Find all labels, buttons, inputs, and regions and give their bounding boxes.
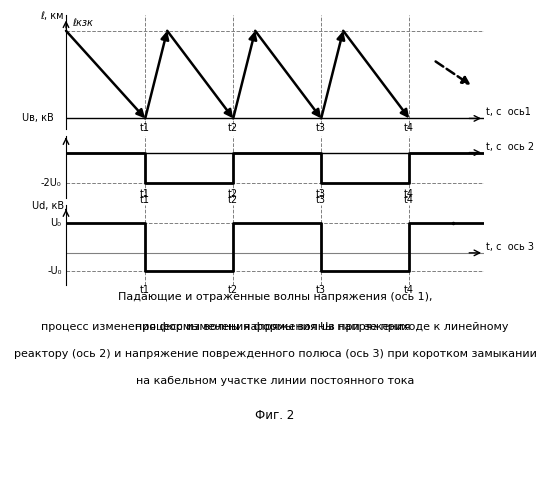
Text: t3: t3: [316, 286, 326, 296]
Text: t3: t3: [316, 123, 326, 133]
Text: t1: t1: [140, 195, 150, 205]
Text: процесс изменения формы волны напряжения Uв при ее приходе к линейному: процесс изменения формы волны напряжения…: [41, 322, 509, 332]
Text: t, с  ось1: t, с ось1: [486, 106, 531, 117]
Text: ℓ, км: ℓ, км: [40, 11, 64, 21]
Text: t3: t3: [316, 195, 326, 205]
Text: на кабельном участке линии постоянного тока: на кабельном участке линии постоянного т…: [136, 376, 414, 386]
Text: Uв, кВ: Uв, кВ: [22, 114, 54, 124]
Text: t2: t2: [228, 189, 238, 199]
Text: Ud, кВ: Ud, кВ: [32, 201, 64, 211]
Text: ℓкзк: ℓкзк: [73, 18, 94, 28]
Text: t1: t1: [140, 123, 150, 133]
Text: t, с  ось 2: t, с ось 2: [486, 142, 535, 152]
Text: t, с  ось 3: t, с ось 3: [486, 242, 534, 252]
Text: реактору (ось 2) и напряжение поврежденного полюса (ось 3) при коротком замыкани: реактору (ось 2) и напряжение поврежденн…: [14, 349, 536, 359]
Text: t4: t4: [404, 195, 414, 205]
Text: t3: t3: [316, 189, 326, 199]
Text: t4: t4: [404, 286, 414, 296]
Text: Фиг. 2: Фиг. 2: [255, 409, 295, 422]
Text: U₀: U₀: [51, 218, 62, 228]
Text: t2: t2: [228, 195, 238, 205]
Text: t1: t1: [140, 286, 150, 296]
Text: t1: t1: [140, 189, 150, 199]
Text: -U₀: -U₀: [47, 266, 62, 276]
Text: t2: t2: [228, 123, 238, 133]
Text: Падающие и отраженные волны напряжения (ось 1),: Падающие и отраженные волны напряжения (…: [118, 292, 432, 302]
Text: t2: t2: [228, 286, 238, 296]
Text: t4: t4: [404, 123, 414, 133]
Text: t4: t4: [404, 189, 414, 199]
Text: процесс изменения формы волны напряжения: процесс изменения формы волны напряжения: [135, 322, 415, 332]
Text: -2U₀: -2U₀: [41, 178, 62, 188]
